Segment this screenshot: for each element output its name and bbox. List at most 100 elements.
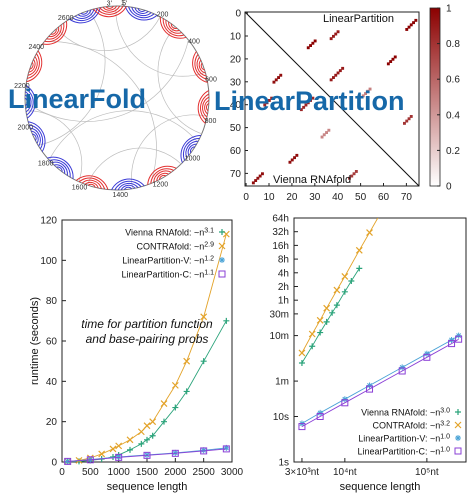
- arc-position-label: 1: [121, 0, 125, 7]
- colorbar-ticklabel: 1: [446, 4, 452, 15]
- data-point-x: [171, 381, 179, 389]
- base-pair-arc: [200, 62, 205, 71]
- heatmap-cell-upper: [414, 18, 418, 22]
- heatmap-cell-upper: [391, 57, 395, 61]
- base-pair-arc: [87, 183, 96, 188]
- y-ticklabel: 1m: [275, 377, 289, 388]
- heatmap-diagonal: [244, 11, 420, 187]
- heatmap-cell-lower: [293, 156, 296, 160]
- heatmap-cell-upper: [368, 87, 372, 91]
- x-ticklabel: 0: [59, 467, 65, 478]
- base-pair-arc: [105, 5, 114, 9]
- legend-exponent: 1.0: [440, 434, 450, 441]
- base-pair-arc: [204, 99, 210, 115]
- data-point-plus: [138, 440, 145, 447]
- arc-position-label: 2200: [14, 83, 30, 90]
- data-point-plus: [127, 446, 133, 453]
- colorbar-ticklabel: 0.2: [446, 146, 460, 157]
- data-point-square: [423, 353, 431, 361]
- data-point-square: [316, 412, 324, 420]
- heatmap-cell-lower: [322, 133, 326, 137]
- base-pair-arc: [25, 88, 34, 116]
- arc-set: [24, 5, 210, 191]
- data-point-x: [316, 316, 324, 324]
- heatmap-cell-lower: [277, 76, 280, 79]
- heatmap-cell-upper: [306, 46, 310, 50]
- base-pair-arc: [42, 21, 68, 45]
- heatmap-cell-lower: [258, 174, 262, 178]
- data-point-star: [219, 257, 225, 263]
- heatmap-cell-lower: [270, 96, 274, 100]
- x-ticklabel: 3000: [221, 467, 244, 478]
- series-line: [301, 338, 459, 427]
- base-pair-arc: [137, 8, 146, 12]
- heatmap-cell-lower: [309, 99, 312, 102]
- data-point-x: [366, 229, 373, 237]
- data-point-x: [218, 242, 226, 250]
- base-pair-arc: [128, 6, 155, 19]
- heatmap-x-ticklabel: 40: [332, 192, 344, 203]
- data-point-square: [115, 453, 123, 461]
- data-point-square: [366, 385, 374, 393]
- arc-position-label: 1600: [72, 184, 88, 191]
- data-point-x: [355, 246, 363, 254]
- base-pair-arc: [180, 134, 202, 163]
- legend-entry-label: LinearPartition-C: ~n1.1: [121, 270, 214, 280]
- data-point-plus: [329, 309, 336, 316]
- y-ticklabel: 10s: [273, 412, 289, 423]
- data-point-star: [455, 332, 462, 339]
- series-line: [301, 268, 360, 364]
- data-point-square: [454, 447, 462, 455]
- legend-exponent: 2.9: [204, 242, 214, 249]
- data-point-square: [398, 367, 406, 375]
- data-point-x: [183, 357, 191, 365]
- base-pair-arc: [28, 124, 44, 150]
- y-ticklabel: 30m: [270, 309, 289, 320]
- data-point-plus: [309, 343, 316, 350]
- data-point-x: [109, 445, 117, 453]
- data-point-plus: [183, 388, 190, 395]
- base-pair-arc: [197, 90, 209, 124]
- data-point-star: [399, 364, 406, 371]
- base-pair-arc: [153, 170, 172, 183]
- heatmap-cell-lower: [348, 176, 351, 180]
- base-pair-arc: [123, 186, 133, 190]
- base-pair-arc: [38, 10, 106, 146]
- base-pair-arc: [25, 110, 83, 182]
- base-pair-arc: [198, 59, 206, 74]
- y-ticklabel: 64h: [272, 214, 289, 225]
- heatmap-cell-lower: [274, 78, 278, 82]
- base-pair-arc: [30, 130, 39, 144]
- heatmap-cell-upper: [393, 55, 397, 59]
- data-point-x: [160, 400, 168, 407]
- x-ticklabel: 2000: [164, 467, 187, 478]
- base-pair-arc: [117, 182, 139, 191]
- legend-entry-label: Vienna RNAfold: ~n3.0: [361, 408, 450, 418]
- arc-diagram-panel: 1200400600800100012001400160018002000220…: [8, 0, 217, 199]
- data-point-star: [200, 447, 207, 454]
- base-pair-arc: [53, 164, 66, 174]
- arc-position-label: 1800: [38, 160, 54, 167]
- x-axis-label: sequence length: [340, 481, 421, 493]
- colorbar-ticklabel: 0.4: [446, 110, 460, 121]
- legend-exponent: 1.2: [204, 256, 214, 263]
- data-point-x: [126, 436, 134, 444]
- heatmap-y-ticklabel: 10: [230, 32, 242, 43]
- data-point-x: [308, 330, 316, 338]
- arc-position-label: 200: [157, 12, 169, 19]
- x-ticklabel: 3×10³nt: [285, 467, 319, 478]
- legend: Vienna RNAfold: ~n3.0 CONTRAfold: ~n3.2 Li…: [357, 408, 462, 457]
- data-point-plus: [323, 318, 330, 325]
- arc-position-label: 2400: [29, 44, 45, 51]
- base-pair-arc: [134, 7, 149, 14]
- arc-position-label: 1000: [185, 155, 201, 162]
- base-pair-arc: [81, 179, 102, 189]
- data-point-square: [218, 270, 226, 278]
- data-point-x: [341, 272, 349, 280]
- data-point-star: [64, 458, 71, 465]
- base-pair-arc: [185, 140, 199, 159]
- base-pair-arc: [165, 20, 182, 34]
- data-point-square: [171, 449, 179, 457]
- arc-position-label: 3': [107, 0, 112, 7]
